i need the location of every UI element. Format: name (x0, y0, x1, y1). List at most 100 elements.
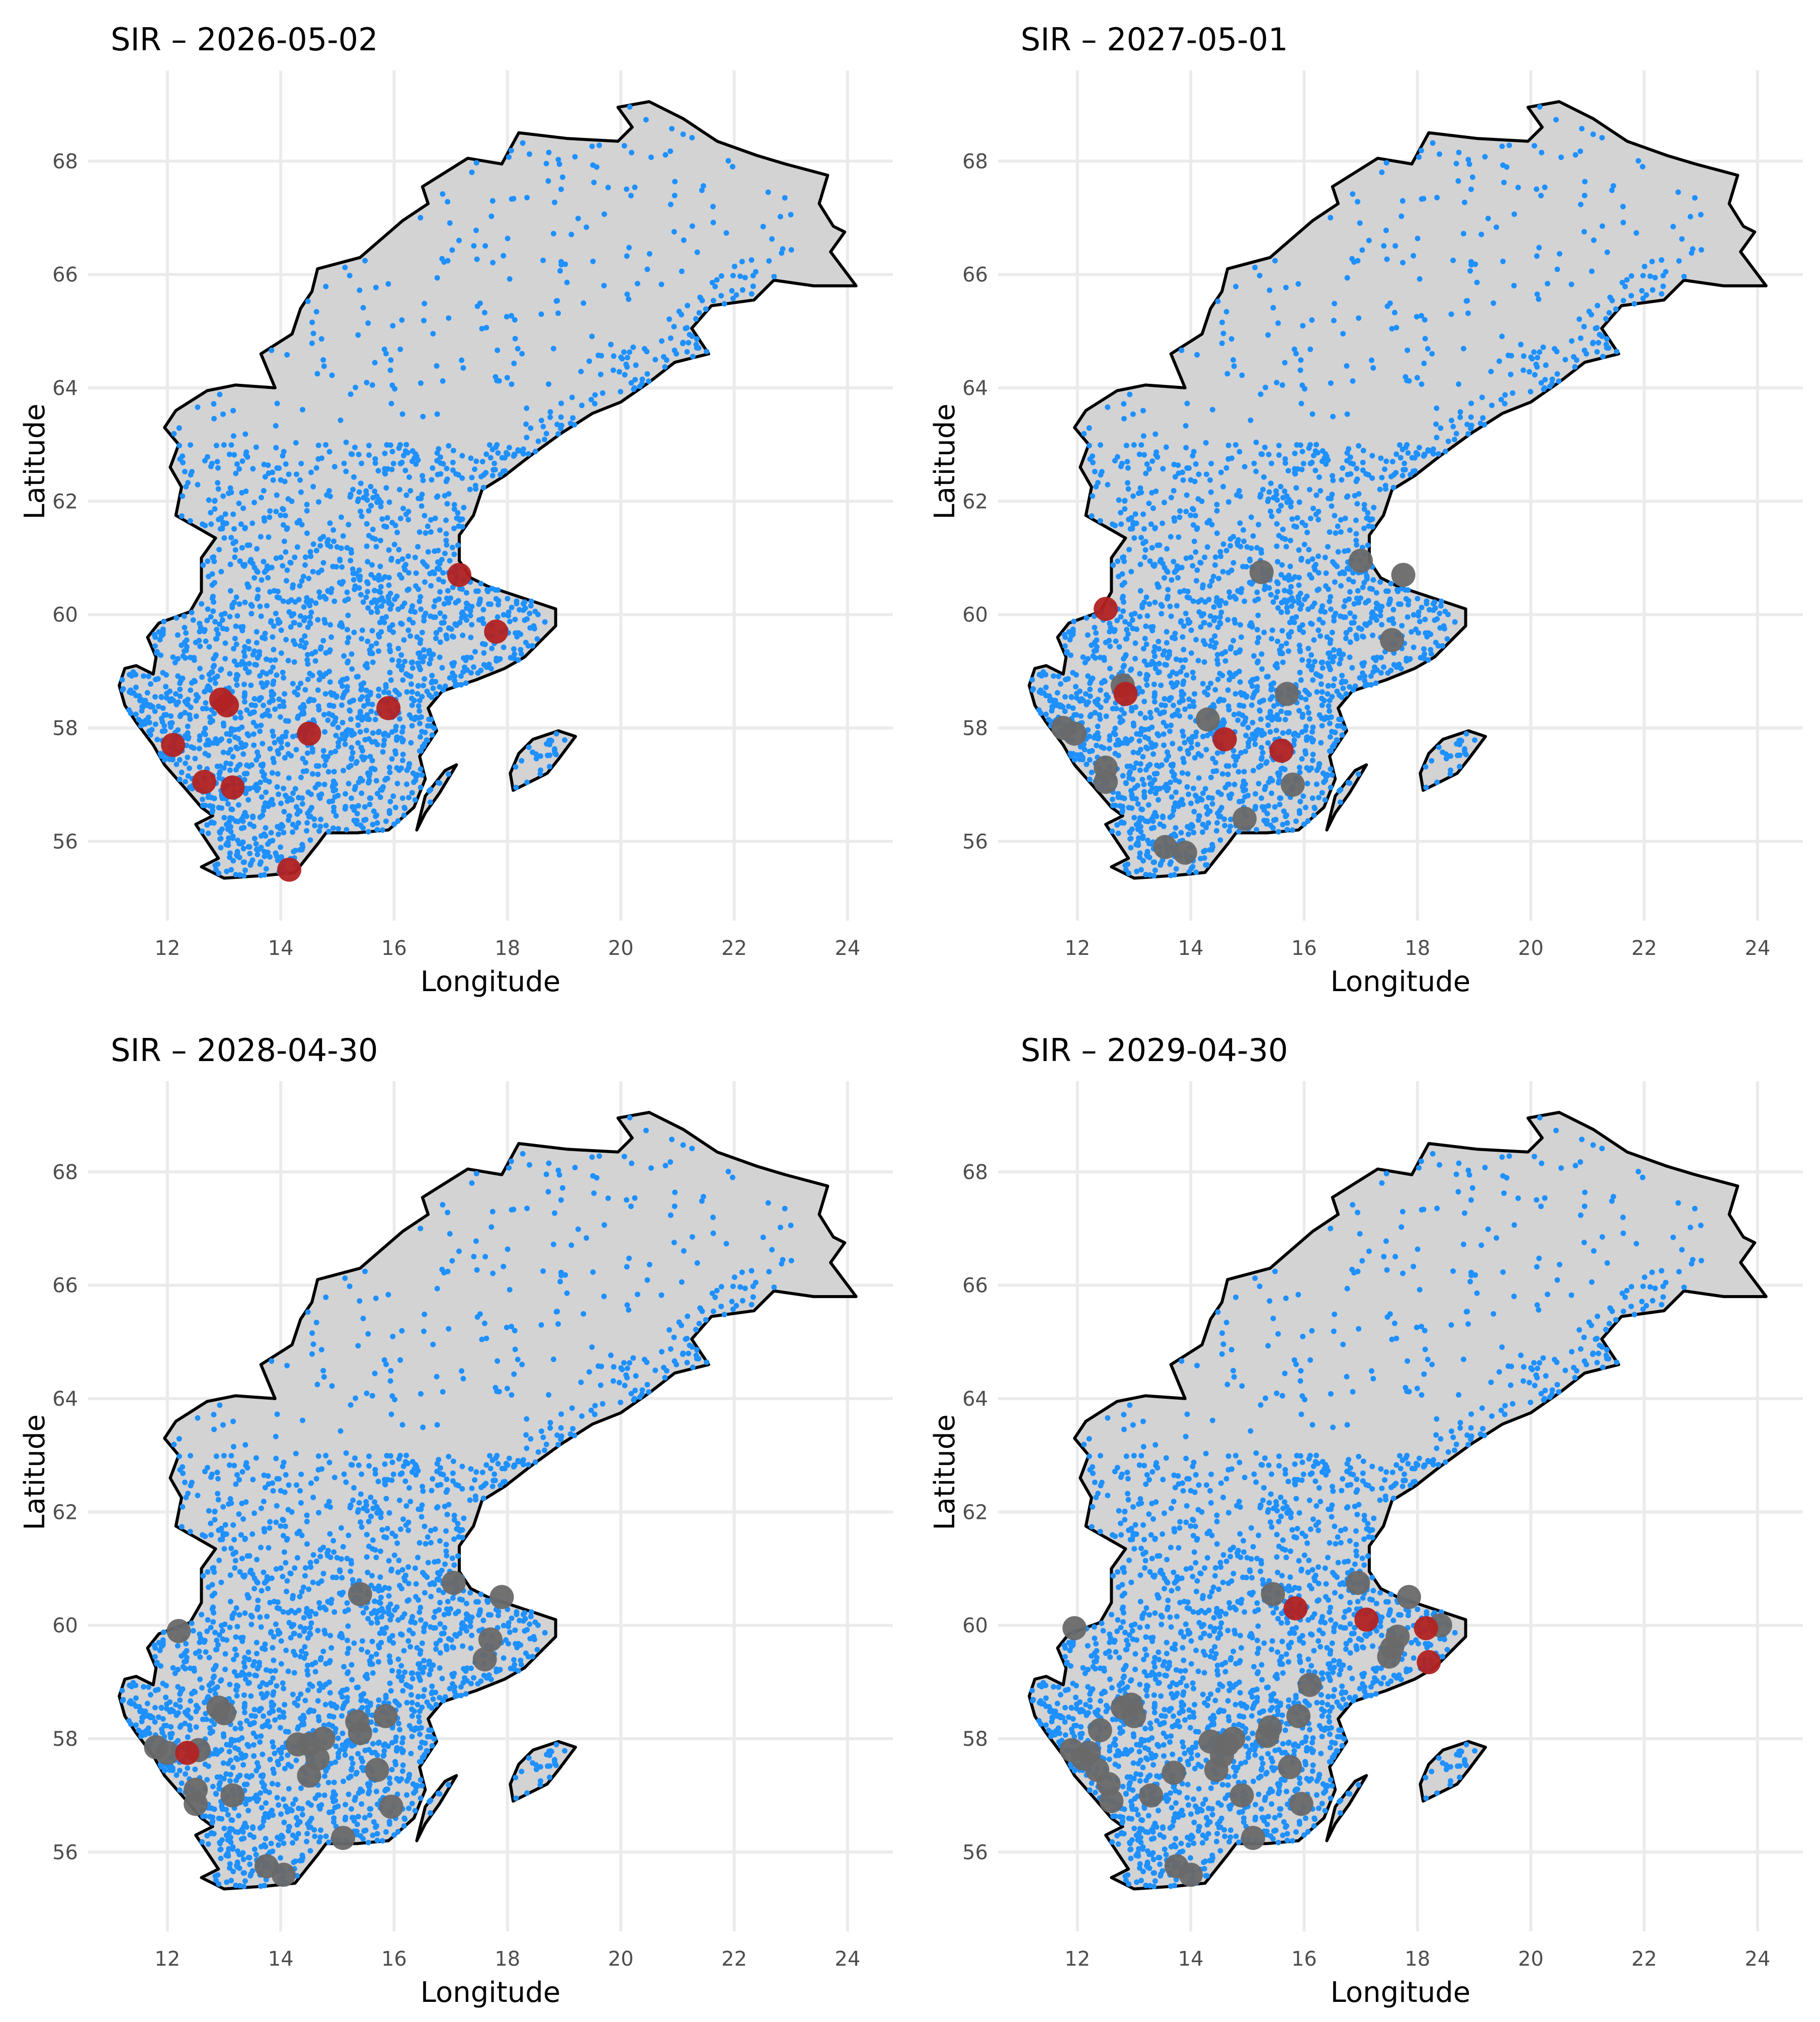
town-point (1387, 596, 1393, 602)
town-point (1284, 710, 1290, 716)
town-point (372, 360, 378, 366)
town-point (187, 518, 193, 524)
town-point (1128, 569, 1134, 575)
town-point (289, 498, 295, 504)
town-point (1263, 384, 1269, 390)
town-point (227, 485, 233, 491)
town-point (168, 713, 174, 719)
town-point (1269, 790, 1275, 796)
town-point (390, 793, 396, 799)
town-point (363, 727, 369, 734)
town-point (1368, 682, 1374, 688)
town-point (1259, 651, 1265, 657)
town-point (1219, 340, 1225, 346)
town-point (1147, 662, 1153, 667)
town-point (1347, 639, 1353, 645)
town-point (1198, 753, 1204, 759)
town-point (349, 451, 355, 457)
town-point (1201, 620, 1207, 626)
town-point (1148, 841, 1154, 847)
town-point (357, 710, 363, 716)
town-point (368, 708, 374, 714)
infected-point (161, 733, 185, 757)
town-point (193, 698, 199, 704)
town-point (1441, 623, 1447, 629)
town-point (174, 701, 180, 707)
town-point (1312, 659, 1318, 665)
town-point (1554, 349, 1560, 355)
town-point (372, 716, 378, 722)
town-point (1235, 717, 1241, 723)
town-point (1106, 637, 1112, 643)
town-point (362, 1268, 368, 1274)
town-point (1384, 256, 1390, 262)
infected-point (277, 857, 301, 882)
town-point (1279, 628, 1285, 634)
town-point (1098, 472, 1104, 478)
town-point (152, 694, 158, 700)
town-point (1504, 164, 1510, 170)
town-point (681, 237, 687, 243)
town-point (283, 1560, 289, 1566)
town-point (464, 667, 470, 673)
town-point (1202, 786, 1208, 792)
town-point (401, 637, 407, 643)
town-point (268, 830, 274, 836)
town-point (1152, 653, 1158, 659)
recovered-points (1051, 548, 1416, 865)
town-point (1136, 738, 1142, 744)
town-point (1162, 702, 1168, 708)
town-point (1218, 609, 1224, 615)
town-point (1097, 518, 1103, 524)
town-point (1508, 371, 1514, 377)
town-point (1071, 757, 1078, 763)
town-point (364, 379, 370, 385)
town-point (345, 727, 351, 733)
town-point (1115, 830, 1121, 836)
town-point (372, 588, 378, 594)
town-point (558, 400, 564, 407)
x-tick-label: 16 (1291, 937, 1317, 960)
town-point (400, 752, 406, 757)
town-point (378, 584, 384, 590)
town-point (278, 800, 284, 806)
town-point (1432, 599, 1438, 605)
town-point (1189, 745, 1194, 751)
town-point (480, 607, 486, 613)
town-point (1365, 510, 1371, 516)
town-point (1153, 814, 1160, 819)
town-point (207, 803, 213, 809)
town-point (1291, 737, 1297, 743)
town-point (321, 754, 326, 759)
town-point (455, 510, 461, 516)
town-point (394, 529, 400, 535)
town-point (1472, 737, 1478, 743)
town-point (326, 488, 332, 494)
town-point (1177, 713, 1183, 719)
town-point (1350, 579, 1356, 585)
town-point (228, 806, 234, 812)
town-point (304, 750, 310, 756)
town-point (1188, 739, 1194, 745)
town-point (1161, 742, 1167, 748)
town-point (179, 769, 185, 775)
town-point (1262, 444, 1268, 450)
town-point (430, 685, 436, 691)
town-point (297, 847, 303, 853)
town-point (1167, 603, 1173, 609)
town-point (1242, 598, 1248, 604)
town-point (1266, 585, 1272, 591)
infected-point (220, 775, 245, 800)
town-point (1534, 253, 1540, 259)
town-point (1416, 609, 1422, 615)
town-point (360, 599, 366, 605)
town-point (1110, 562, 1116, 568)
town-point (1360, 459, 1366, 465)
town-point (689, 223, 695, 229)
town-point (450, 459, 456, 465)
town-point (367, 771, 373, 777)
town-point (254, 787, 260, 793)
town-point (1233, 284, 1239, 289)
town-point (227, 614, 233, 620)
